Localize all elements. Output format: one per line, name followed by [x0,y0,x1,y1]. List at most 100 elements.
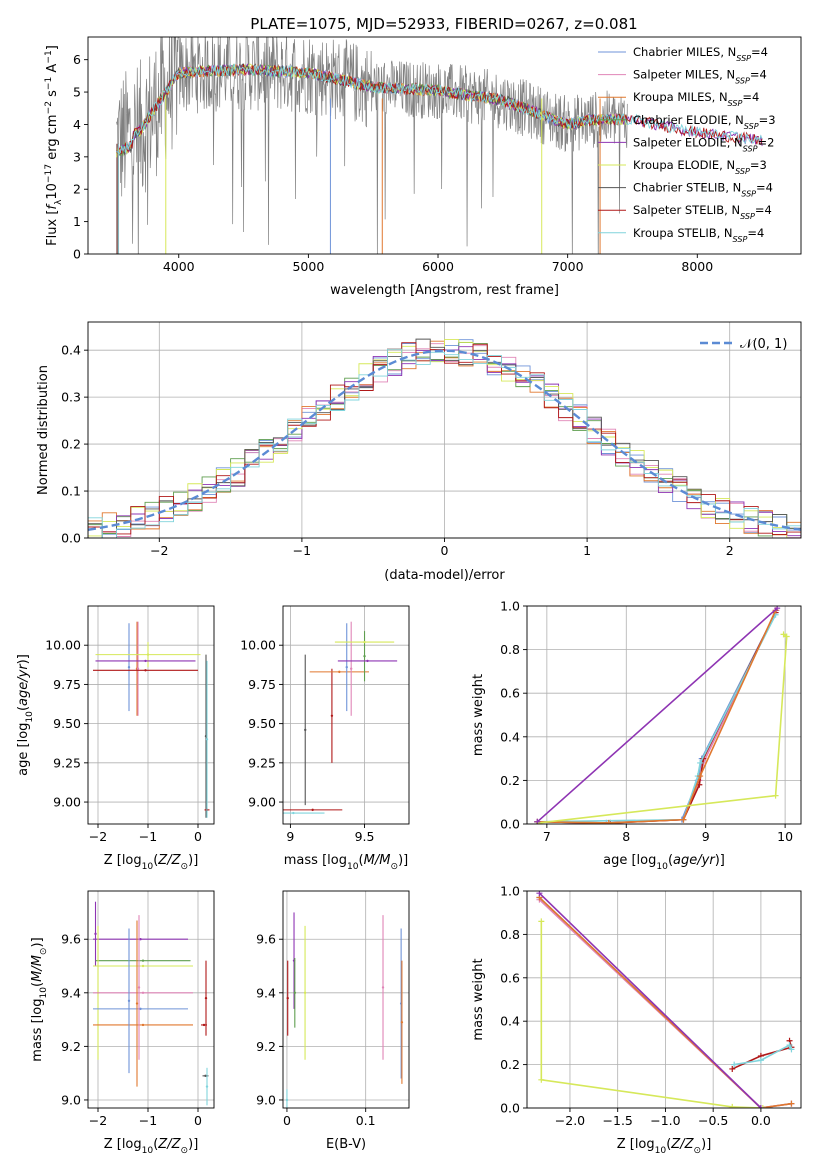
massweight_vs_Z-frame [526,890,802,1109]
massweight_vs_Z-series-marker-2-2 [788,1100,795,1107]
age_vs_Z-xlabel: Z [log10(Z/Z⊙)] [104,853,199,872]
age_vs_mass-point-0 [304,728,307,732]
age_vs_Z-ytick-label-1: 9.25 [53,755,81,770]
spectrum-legend-label-6: Chabrier STELIB, NSSP=4 [633,181,773,199]
massweight_vs_age-series-marker-3-3 [697,759,704,766]
mass_vs_Z-point-1 [139,938,142,941]
massweight_vs_Z-series-marker-4-0 [731,1061,738,1068]
age_vs_Z-point-4 [146,653,150,656]
massweight_vs_age-xtick-label-2: 9 [702,829,710,844]
massweight_vs_age-series-marker-4-1 [605,819,612,824]
massweight_vs_Z-ylabel: mass weight [471,958,486,1040]
age_vs_Z-xtick-label-1: −1 [139,829,157,844]
massweight_vs_Z-series-line-4 [734,1043,793,1066]
age_vs_Z-ytick-label-4: 10.00 [45,638,81,653]
massweight_vs_Z-series-marker-5-0 [538,918,545,925]
spectrum-ytick-label-3: 3 [73,149,81,164]
residuals-ytick-label-4: 0.4 [61,343,81,358]
massweight_vs_age-series-marker-4-3 [697,773,704,780]
spectrum-xtick-label-3: 7000 [552,259,584,274]
mass_vs_ebv-xtick-label-1: 0.1 [356,1113,376,1128]
massweight_vs_Z-series-marker-4-3 [788,1046,795,1053]
age_vs_mass-xlabel: mass [log10(M/M⊙)] [284,853,408,872]
spectrum-ylabel: Flux [fλ10−17 erg cm−2 s−1 A−1] [44,45,64,246]
mass_vs_Z-ylabel: mass [log10(M/M⊙)] [30,937,49,1061]
residuals-xtick-label-3: 1 [583,543,591,558]
spectrum-legend-label-7: Salpeter STELIB, NSSP=4 [633,203,772,221]
age_vs_mass-axes: 9 9.5 9.00 9.25 9.50 9.75 10.00 mass [log10(M/M… [240,605,410,872]
massweight_vs_Z-xtick-label-3: −0.5 [698,1113,728,1128]
age_vs_Z-plot-area [93,621,210,818]
residuals-axes: −2 −1 0 1 2 0.0 0.1 0.2 0.3 0.4 (data-model)/error… [36,321,802,583]
massweight_vs_age-series-line-6 [536,607,778,823]
mass_vs_ebv-point-1 [286,996,289,1000]
massweight_vs_Z-ytick-label-0: 0.0 [500,1101,520,1116]
age_vs_Z-xtick-label-0: −2 [89,829,107,844]
age_vs_Z-ylabel: age [log10(age/yr)] [16,654,35,776]
spectrum-ytick-label-4: 4 [73,117,81,132]
residuals-ylabel: Normed distribution [36,365,51,495]
mass_vs_Z-xlabel: Z [log10(Z/Z⊙)] [104,1137,199,1156]
age_vs_Z-axes: −2 −1 0 9.00 9.25 9.50 9.75 10.00 Z [log10(Z/Z⊙)… [16,605,215,872]
mass_vs_ebv-xlabel: E(B-V) [326,1137,366,1152]
mass_vs_Z-xtick-label-2: 0 [194,1113,202,1128]
residuals-ytick-label-3: 0.3 [61,390,81,405]
mass_vs_ebv-frame [282,890,410,1109]
spectrum-legend-label-1: Salpeter MILES, NSSP=4 [633,68,767,86]
residuals-gaussian-line [88,349,801,531]
mass_vs_ebv-ytick-label-2: 9.4 [256,985,276,1000]
spectrum-ytick-label-6: 6 [73,52,81,67]
massweight_vs_Z-axes: −2.0 −1.5 −1.0 −0.5 0.0 0.0 0.2 0.4 0.6 0.8 1.0 Z [… [471,884,802,1156]
massweight_vs_age-series-marker-4-2 [680,816,687,823]
spectrum-ytick-label-1: 1 [73,214,81,229]
spectrum-legend-label-4: Salpeter ELODIE, NSSP=2 [633,135,774,153]
mass_vs_ebv-xtick-label-0: 0 [283,1113,291,1128]
massweight_vs_age-ytick-label-2: 0.4 [500,729,520,744]
massweight_vs_Z-ytick-label-4: 0.8 [500,927,520,942]
massweight_vs_age-xlabel: age [log10(age/yr)] [603,853,725,872]
residuals-plot-area [88,338,801,538]
massweight_vs_Z-xtick-label-4: 0.0 [751,1113,771,1128]
mass_vs_Z-point-13 [204,1074,207,1078]
massweight_vs_Z-series-marker-4-1 [757,1057,764,1064]
age_vs_mass-point-2 [311,808,314,812]
residuals-ytick-label-0: 0.0 [61,531,81,546]
spectrum-legend-label-2: Kroupa MILES, NSSP=4 [633,90,759,108]
age_vs_Z-ytick-label-2: 9.50 [53,716,81,731]
mass_vs_Z-point-14 [205,1085,209,1088]
massweight_vs_Z-xlabel: Z [log10(Z/Z⊙)] [617,1137,712,1156]
age_vs_Z-point-0 [127,665,131,669]
spectrum-legend-label-0: Chabrier MILES, NSSP=4 [633,45,768,63]
mass_vs_ebv-point-4 [303,991,307,995]
residuals-ytick-label-2: 0.2 [61,437,81,452]
age_vs_mass-plot-area [283,621,398,815]
age_vs_mass-ytick-label-4: 10.00 [240,638,276,653]
massweight_vs_age-ytick-label-0: 0.0 [500,817,520,832]
spectrum-legend-label-8: Kroupa STELIB, NSSP=4 [633,226,764,244]
age_vs_Z-xtick-label-2: 0 [194,829,202,844]
massweight_vs_age-ytick-label-1: 0.2 [500,773,520,788]
age_vs_mass-point-4 [338,670,341,674]
age_vs_mass-point-3 [292,811,295,815]
massweight_vs_Z-ytick-label-3: 0.6 [500,970,520,985]
spectrum-axes: 4000 5000 6000 7000 8000 0 1 2 3 4 5 6 wavelength [A… [44,36,802,298]
age_vs_Z-point-8 [205,738,209,741]
mass_vs_ebv-ytick-label-3: 9.6 [256,932,276,947]
mass_vs_ebv-axes: 0 0.1 9.0 9.2 9.4 9.6 E(B-V) [256,890,410,1152]
age_vs_Z-frame [87,605,215,825]
mass_vs_Z-point-3 [141,964,145,968]
massweight_vs_Z-plot-area [536,891,795,1108]
massweight_vs_age-plot-area [534,606,790,824]
spectrum-legend-label-5: Kroupa ELODIE, NSSP=3 [633,158,767,176]
massweight_vs_Z-series-line-5 [540,921,763,1108]
spectrum-legend-label-3: Chabrier ELODIE, NSSP=3 [633,113,776,131]
mass_vs_Z-ytick-label-2: 9.4 [61,985,81,1000]
spectrum-xtick-label-0: 4000 [163,259,195,274]
massweight_vs_age-ytick-label-3: 0.6 [500,686,520,701]
spectrum-ytick-label-2: 2 [73,182,81,197]
figure-title: PLATE=1075, MJD=52933, FIBERID=0267, z=0… [250,15,637,33]
massweight_vs_Z-series-line-2 [538,896,792,1108]
spectrum-model-line-7 [116,64,763,155]
